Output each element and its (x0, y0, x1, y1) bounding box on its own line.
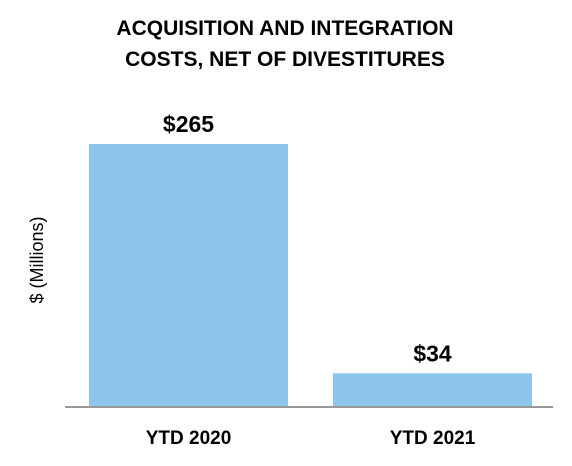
data-label-ytd-2021: $34 (413, 340, 452, 366)
chart-title-line-1: ACQUISITION AND INTEGRATION (116, 17, 453, 40)
data-label-ytd-2020: $265 (163, 111, 214, 137)
data-labels-group: $265 $34 (163, 111, 452, 366)
x-tick-label-ytd-2020: YTD 2020 (146, 428, 232, 449)
chart-title: ACQUISITION AND INTEGRATION COSTS, NET O… (116, 17, 453, 71)
bars-group (89, 144, 532, 407)
bar-ytd-2020 (89, 144, 288, 407)
y-axis-label: $ (Millions) (27, 216, 47, 303)
category-labels-group: YTD 2020 YTD 2021 (146, 428, 476, 449)
bar-ytd-2021 (333, 373, 532, 407)
x-tick-label-ytd-2021: YTD 2021 (390, 428, 476, 449)
chart-title-line-2: COSTS, NET OF DIVESTITURES (125, 48, 445, 71)
